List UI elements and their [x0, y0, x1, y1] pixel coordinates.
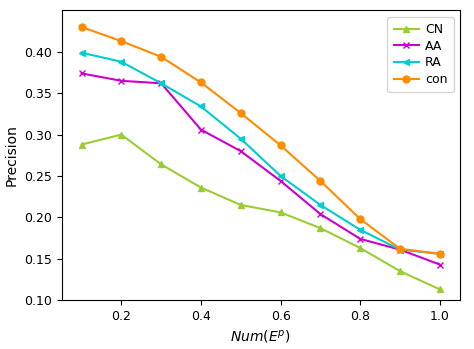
AA — [357, 237, 363, 241]
CN — [397, 269, 403, 273]
Y-axis label: Precision: Precision — [4, 124, 18, 186]
RA — [357, 228, 363, 232]
RA — [198, 104, 204, 109]
Legend: CN, AA, RA, con: CN, AA, RA, con — [387, 17, 454, 92]
con — [158, 55, 164, 59]
con — [198, 80, 204, 84]
AA — [397, 247, 403, 252]
AA — [198, 127, 204, 132]
RA — [79, 51, 84, 55]
con — [118, 39, 124, 43]
CN — [198, 185, 204, 190]
AA — [278, 179, 283, 183]
CN — [437, 287, 443, 291]
CN — [238, 203, 244, 207]
Line: AA: AA — [78, 70, 443, 268]
RA — [397, 247, 403, 252]
AA — [238, 149, 244, 153]
con — [318, 179, 323, 183]
AA — [158, 81, 164, 86]
Line: RA: RA — [78, 49, 443, 257]
CN — [318, 226, 323, 230]
RA — [437, 252, 443, 256]
RA — [278, 174, 283, 178]
con — [79, 25, 84, 29]
AA — [437, 262, 443, 267]
CN — [118, 133, 124, 137]
con — [397, 247, 403, 251]
AA — [118, 79, 124, 83]
Line: CN: CN — [78, 131, 443, 293]
con — [437, 252, 443, 256]
Line: con: con — [78, 23, 443, 257]
X-axis label: $\mathit{Num}(E^p)$: $\mathit{Num}(E^p)$ — [230, 328, 291, 346]
AA — [318, 212, 323, 216]
CN — [357, 246, 363, 250]
RA — [158, 81, 164, 86]
con — [357, 217, 363, 221]
CN — [158, 162, 164, 166]
AA — [79, 71, 84, 75]
RA — [118, 60, 124, 64]
RA — [318, 203, 323, 207]
RA — [238, 137, 244, 141]
CN — [278, 210, 283, 215]
con — [278, 143, 283, 148]
CN — [79, 142, 84, 147]
con — [238, 111, 244, 115]
